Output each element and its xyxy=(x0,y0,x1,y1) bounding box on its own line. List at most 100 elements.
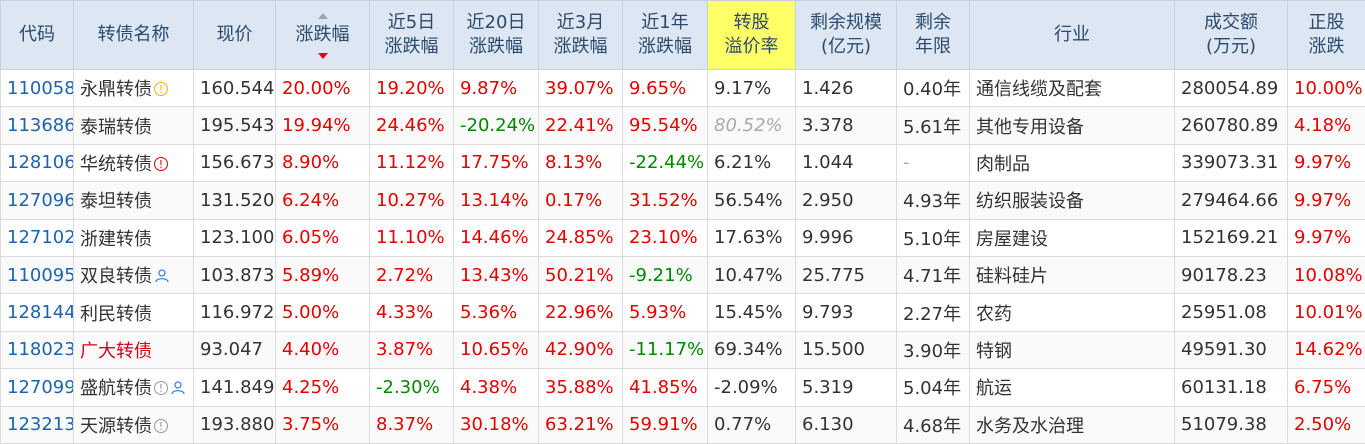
bond-code-link[interactable]: 110095 xyxy=(1,256,74,293)
header-change-20d[interactable]: 近20日涨跌幅 xyxy=(454,1,539,70)
bond-name[interactable]: 利民转债 xyxy=(80,304,152,325)
scale-cell: 9.996 xyxy=(796,219,897,256)
bond-name[interactable]: 泰瑞转债 xyxy=(80,117,152,138)
change-5d-cell: 19.20% xyxy=(370,70,454,107)
bond-name[interactable]: 盛航转债 xyxy=(80,378,152,399)
header-sublabel: 年限 xyxy=(899,35,967,59)
scale-cell: 1.044 xyxy=(796,144,897,181)
header-change-3m[interactable]: 近3月涨跌幅 xyxy=(539,1,623,70)
bond-name[interactable]: 天源转债 xyxy=(80,416,152,437)
bond-name[interactable]: 双良转债 xyxy=(80,266,152,287)
change-5d-cell: 3.87% xyxy=(370,331,454,368)
years-cell: 5.61年 xyxy=(897,107,970,144)
bond-code-link[interactable]: 127096 xyxy=(1,182,74,219)
scale-cell: 2.950 xyxy=(796,182,897,219)
sort-desc-icon[interactable] xyxy=(318,53,328,59)
bond-code-link[interactable]: 127102 xyxy=(1,219,74,256)
alert-gray-icon[interactable]: ! xyxy=(154,381,168,395)
stock-change-cell: 9.97% xyxy=(1288,182,1365,219)
bond-name-cell[interactable]: 利民转债 xyxy=(74,294,194,331)
bond-code-link[interactable]: 128106 xyxy=(1,144,74,181)
alert-gray-icon[interactable]: ! xyxy=(154,419,168,433)
header-sublabel: 涨跌幅 xyxy=(456,35,536,59)
bond-name[interactable]: 广大转债 xyxy=(80,341,152,362)
change-20d-cell: 13.14% xyxy=(454,182,539,219)
stock-change-cell: 6.75% xyxy=(1288,369,1365,406)
change-3m-cell: 24.85% xyxy=(539,219,623,256)
bond-code-link[interactable]: 118023 xyxy=(1,331,74,368)
alert-red-icon[interactable]: ! xyxy=(154,157,168,171)
header-code[interactable]: 代码 xyxy=(1,1,74,70)
header-label: 近5日 xyxy=(372,11,451,35)
bond-code-link[interactable]: 113686 xyxy=(1,107,74,144)
change-5d-cell: 11.10% xyxy=(370,219,454,256)
header-name[interactable]: 转债名称 xyxy=(74,1,194,70)
bond-name-cell[interactable]: 浙建转债 xyxy=(74,219,194,256)
header-label: 成交额 xyxy=(1177,11,1285,35)
change-cell: 5.00% xyxy=(276,294,370,331)
header-premium[interactable]: 转股溢价率 xyxy=(708,1,796,70)
header-remaining-years[interactable]: 剩余年限 xyxy=(897,1,970,70)
price-cell: 131.520 xyxy=(194,182,276,219)
price-cell: 93.047 xyxy=(194,331,276,368)
bond-code-link[interactable]: 123213 xyxy=(1,406,74,443)
change-20d-cell: 10.65% xyxy=(454,331,539,368)
bond-code-link[interactable]: 110058 xyxy=(1,70,74,107)
scale-cell: 5.319 xyxy=(796,369,897,406)
bond-code-link[interactable]: 128144 xyxy=(1,294,74,331)
header-volume[interactable]: 成交额(万元) xyxy=(1175,1,1288,70)
bond-name[interactable]: 永鼎转债 xyxy=(80,79,152,100)
change-1y-cell: 31.52% xyxy=(623,182,708,219)
header-change-1y[interactable]: 近1年涨跌幅 xyxy=(623,1,708,70)
header-change-5d[interactable]: 近5日涨跌幅 xyxy=(370,1,454,70)
bond-name[interactable]: 泰坦转债 xyxy=(80,191,152,212)
industry-cell: 纺织服装设备 xyxy=(970,182,1175,219)
header-price[interactable]: 现价 xyxy=(194,1,276,70)
bond-name-cell[interactable]: 永鼎转债! xyxy=(74,70,194,107)
bond-name-cell[interactable]: 泰坦转债 xyxy=(74,182,194,219)
bond-name-cell[interactable]: 华统转债! xyxy=(74,144,194,181)
premium-cell: 17.63% xyxy=(708,219,796,256)
alert-yellow-icon[interactable]: ! xyxy=(154,82,168,96)
industry-cell: 肉制品 xyxy=(970,144,1175,181)
user-icon[interactable] xyxy=(154,267,170,288)
user-icon[interactable] xyxy=(170,379,186,400)
header-stock-change[interactable]: 正股涨跌 xyxy=(1288,1,1365,70)
change-cell: 4.25% xyxy=(276,369,370,406)
bond-code-link[interactable]: 127099 xyxy=(1,369,74,406)
header-industry[interactable]: 行业 xyxy=(970,1,1175,70)
stock-change-cell: 2.50% xyxy=(1288,406,1365,443)
premium-cell: 80.52% xyxy=(708,107,796,144)
bond-name-cell[interactable]: 双良转债 xyxy=(74,256,194,293)
bond-name[interactable]: 华统转债 xyxy=(80,154,152,175)
change-1y-cell: -9.21% xyxy=(623,256,708,293)
header-change[interactable]: 涨跌幅 xyxy=(276,1,370,70)
change-20d-cell: 9.87% xyxy=(454,70,539,107)
price-cell: 160.544 xyxy=(194,70,276,107)
bond-name[interactable]: 浙建转债 xyxy=(80,229,152,250)
bond-name-cell[interactable]: 盛航转债! xyxy=(74,369,194,406)
header-label: 涨跌幅 xyxy=(278,23,367,47)
bond-name-cell[interactable]: 天源转债! xyxy=(74,406,194,443)
bond-name-cell[interactable]: 广大转债 xyxy=(74,331,194,368)
bond-name-cell[interactable]: 泰瑞转债 xyxy=(74,107,194,144)
header-sublabel: 溢价率 xyxy=(710,35,793,59)
sort-up-icon[interactable] xyxy=(318,13,328,19)
change-5d-cell: 11.12% xyxy=(370,144,454,181)
header-remaining-scale[interactable]: 剩余规模(亿元) xyxy=(796,1,897,70)
stock-change-cell: 9.97% xyxy=(1288,144,1365,181)
industry-cell: 农药 xyxy=(970,294,1175,331)
change-1y-cell: -11.17% xyxy=(623,331,708,368)
change-3m-cell: 63.21% xyxy=(539,406,623,443)
